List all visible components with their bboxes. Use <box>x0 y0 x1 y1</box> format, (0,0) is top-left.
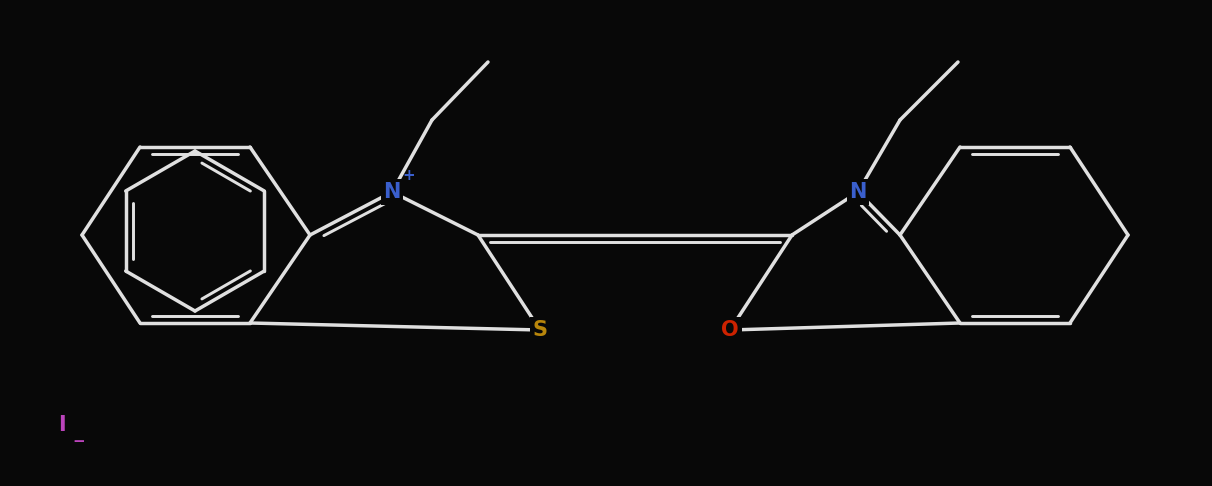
Text: −: − <box>73 434 85 449</box>
Text: S: S <box>532 320 548 340</box>
Text: N: N <box>850 182 867 202</box>
Text: O: O <box>721 320 739 340</box>
Text: N: N <box>383 182 401 202</box>
Text: I: I <box>58 415 65 435</box>
Text: +: + <box>402 168 416 183</box>
